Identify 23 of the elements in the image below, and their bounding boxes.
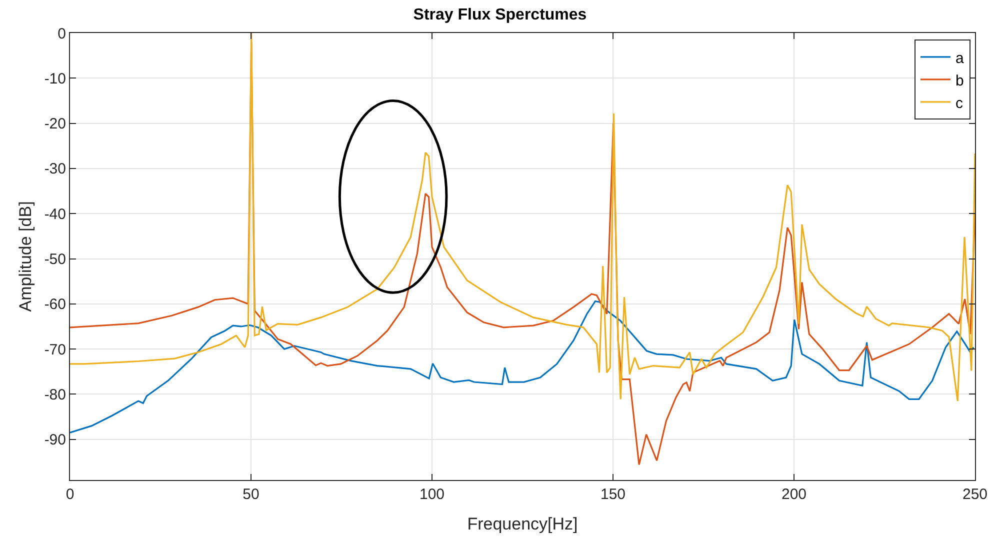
y-tick-label: -60 [44, 296, 66, 314]
line-series [70, 33, 975, 402]
y-tick-label: -40 [44, 206, 66, 223]
y-tick-label: -80 [44, 386, 66, 404]
x-axis-title: Frequency[Hz] [467, 514, 578, 534]
legend-label: a [955, 50, 964, 67]
legend-label: c [955, 94, 964, 112]
x-tick-label: 50 [242, 486, 260, 503]
line-series [70, 300, 974, 434]
x-tick-label: 200 [781, 486, 807, 503]
y-tick-label: -70 [44, 341, 66, 358]
chart-title: Stray Flux Sperctumes [413, 6, 587, 24]
y-tick-label: 0 [58, 25, 66, 42]
y-tick-label: -50 [44, 251, 66, 268]
x-tick-label: 150 [600, 486, 626, 503]
y-tick-label: -20 [44, 116, 66, 133]
y-tick-label: -30 [44, 160, 66, 178]
y-tick-label: -90 [44, 432, 66, 449]
x-tick-label: 100 [419, 486, 445, 503]
y-tick-label: -10 [44, 70, 66, 88]
x-tick-label: 250 [962, 486, 988, 503]
legend-label: b [955, 72, 964, 90]
y-axis-title: Amplitude [dB] [16, 201, 35, 312]
